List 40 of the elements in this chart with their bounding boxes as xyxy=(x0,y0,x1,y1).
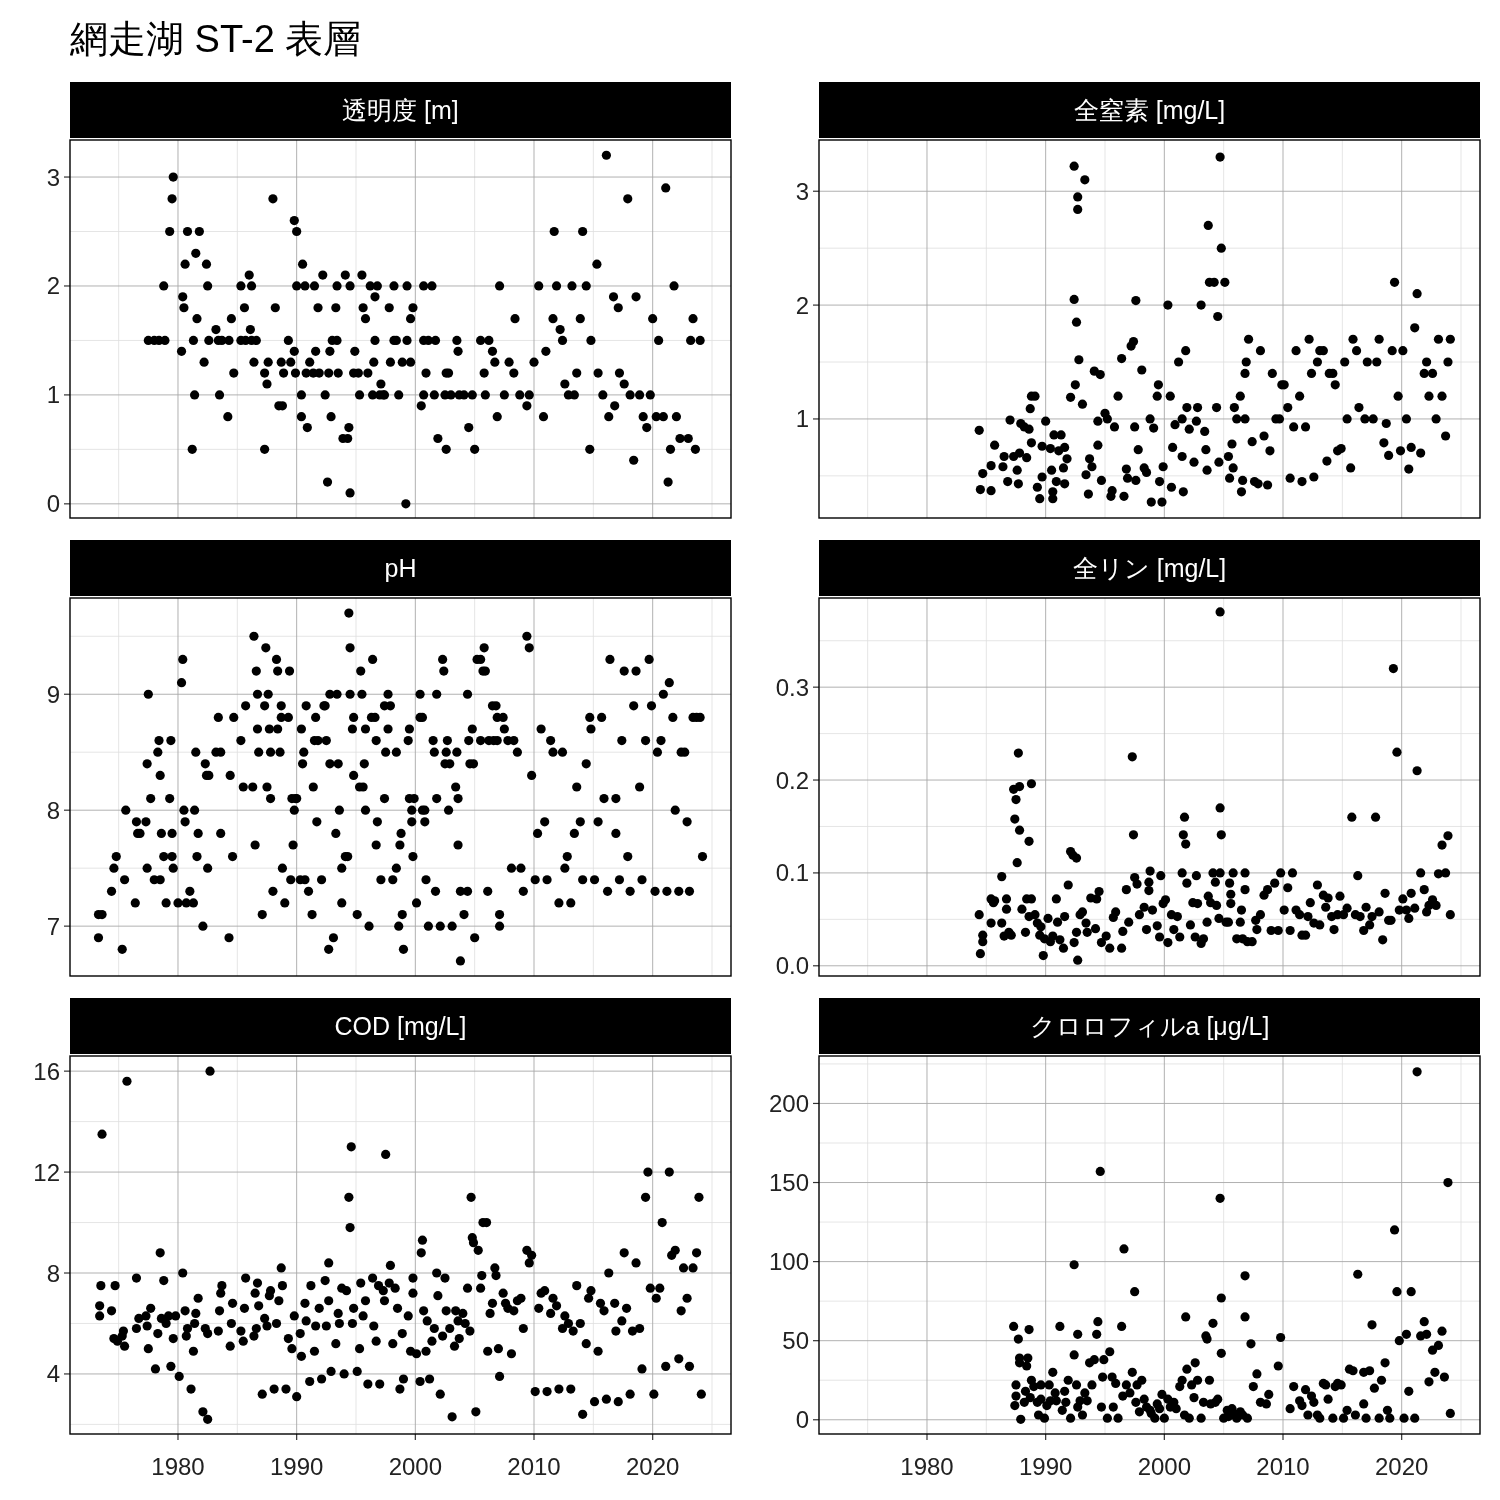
y-tick-label: 3 xyxy=(46,163,60,191)
y-tick-label: 0.1 xyxy=(775,859,809,887)
y-tick-label: 1 xyxy=(795,405,809,433)
y-tick-label: 100 xyxy=(768,1248,809,1276)
x-tick-label: 2000 xyxy=(388,1452,443,1480)
y-tick-label: 0 xyxy=(795,1406,809,1434)
x-tick-label: 1980 xyxy=(151,1452,205,1480)
y-tick-label: 0 xyxy=(46,490,60,518)
chart-title: 全窒素 [mg/L] xyxy=(1073,96,1226,124)
y-tick-label: 50 xyxy=(782,1327,809,1355)
y-tick-label: 1 xyxy=(46,381,60,409)
x-tick-label: 1990 xyxy=(269,1452,324,1480)
y-tick-label: 150 xyxy=(768,1169,809,1197)
x-tick-label: 2010 xyxy=(507,1452,561,1480)
y-tick-label: 200 xyxy=(768,1089,809,1117)
y-tick-label: 3 xyxy=(795,177,809,205)
chart-title: 全リン [mg/L] xyxy=(1072,554,1227,582)
y-tick-label: 0.2 xyxy=(775,766,809,794)
x-tick-label: 2020 xyxy=(625,1452,680,1480)
chart-title: pH xyxy=(384,554,417,582)
y-tick-label: 16 xyxy=(33,1057,60,1085)
y-tick-label: 8 xyxy=(46,1259,60,1287)
text: 網走湖 ST-2 表層 xyxy=(69,18,362,60)
chart-title: 透明度 [m] xyxy=(342,96,459,124)
y-tick-label: 7 xyxy=(46,912,60,940)
y-tick-label: 0.0 xyxy=(775,952,809,980)
y-tick-label: 2 xyxy=(795,291,809,319)
x-tick-label: 1990 xyxy=(1018,1452,1073,1480)
y-tick-label: 8 xyxy=(46,796,60,824)
y-tick-label: 4 xyxy=(46,1360,60,1388)
x-tick-label: 2010 xyxy=(1256,1452,1310,1480)
y-tick-label: 9 xyxy=(46,680,60,708)
y-tick-label: 0.3 xyxy=(775,673,809,701)
x-tick-label: 2020 xyxy=(1374,1452,1429,1480)
x-tick-label: 2000 xyxy=(1137,1452,1192,1480)
chart-title: クロロフィルa [μg/L] xyxy=(1029,1012,1270,1040)
chart-title: COD [mg/L] xyxy=(334,1012,467,1040)
y-tick-label: 2 xyxy=(46,272,60,300)
x-tick-label: 1980 xyxy=(900,1452,954,1480)
y-tick-label: 12 xyxy=(33,1158,60,1186)
